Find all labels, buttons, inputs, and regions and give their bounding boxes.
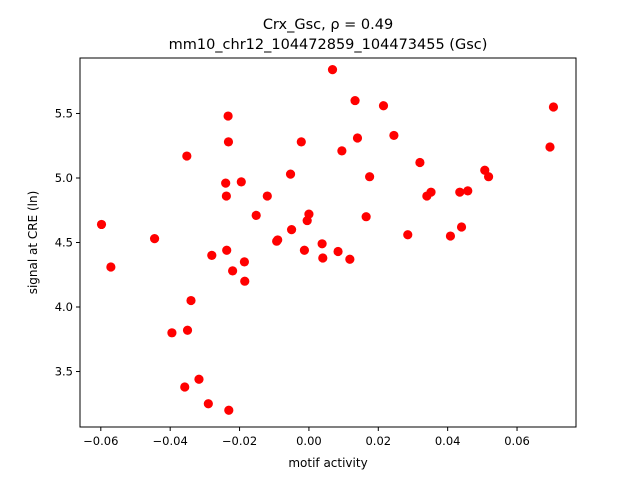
x-tick-label: −0.02	[222, 434, 257, 448]
data-point	[251, 210, 261, 221]
x-tick-label: −0.04	[153, 434, 188, 448]
data-point	[299, 245, 310, 255]
data-point	[194, 374, 204, 384]
data-point	[337, 146, 347, 156]
data-point	[286, 224, 297, 235]
data-point	[463, 186, 473, 196]
data-point	[333, 246, 343, 257]
data-point	[203, 399, 213, 409]
data-point	[223, 137, 234, 147]
data-point	[240, 276, 250, 286]
data-point	[236, 177, 246, 187]
data-point	[345, 254, 355, 264]
data-point	[182, 151, 192, 161]
y-axis-ticks: 3.5 4.0 4.5 5.0 5.5	[55, 106, 80, 379]
data-point	[426, 187, 436, 197]
data-point	[223, 111, 233, 121]
data-point	[182, 325, 193, 335]
data-point	[304, 209, 314, 219]
data-point	[221, 178, 231, 188]
data-point	[361, 212, 371, 222]
data-point	[167, 328, 177, 338]
data-point	[285, 169, 296, 179]
x-tick-label: 0.06	[504, 434, 530, 448]
y-axis-label: signal at CRE (ln)	[26, 191, 40, 295]
data-point	[228, 266, 238, 276]
data-point	[262, 191, 272, 201]
data-point	[186, 295, 196, 306]
chart-title-line1: Crx_Gsc, ρ = 0.49	[263, 17, 393, 33]
data-point	[456, 222, 467, 232]
data-point	[548, 102, 559, 112]
data-point	[352, 133, 363, 143]
data-point	[239, 257, 250, 267]
y-tick-label: 3.5	[55, 365, 73, 379]
chart-title-line2: mm10_chr12_104472859_104473455 (Gsc)	[169, 37, 488, 53]
data-points	[96, 65, 559, 415]
x-axis-label: motif activity	[288, 456, 367, 470]
data-point	[378, 101, 389, 111]
data-point	[106, 262, 116, 272]
data-point	[222, 245, 232, 255]
data-point	[318, 253, 328, 263]
data-point	[365, 172, 375, 182]
y-tick-label: 5.0	[55, 171, 73, 185]
data-point	[96, 219, 107, 230]
plot-area	[79, 57, 577, 428]
data-point	[207, 250, 217, 261]
data-point	[317, 239, 327, 249]
x-tick-label: −0.06	[83, 434, 118, 448]
data-point	[403, 230, 413, 240]
y-tick-label: 5.5	[55, 106, 73, 120]
data-point	[221, 191, 231, 201]
data-point	[389, 130, 399, 141]
data-point	[149, 234, 160, 244]
data-point	[273, 235, 283, 245]
x-tick-label: 0.04	[435, 434, 461, 448]
x-tick-label: 0.02	[365, 434, 391, 448]
y-tick-label: 4.0	[55, 300, 73, 314]
data-point	[224, 405, 234, 415]
x-axis-ticks: −0.06 −0.04 −0.02 0.00 0.02 0.04 0.06	[83, 427, 530, 448]
data-point	[180, 382, 190, 392]
y-tick-label: 4.5	[55, 236, 73, 250]
data-point	[415, 157, 425, 168]
x-tick-label: 0.00	[296, 434, 322, 448]
data-point	[545, 142, 555, 152]
data-point	[483, 172, 494, 182]
data-point	[296, 137, 306, 147]
data-point	[327, 65, 338, 75]
data-point	[445, 231, 456, 241]
data-point	[455, 187, 465, 197]
data-point	[350, 95, 360, 106]
